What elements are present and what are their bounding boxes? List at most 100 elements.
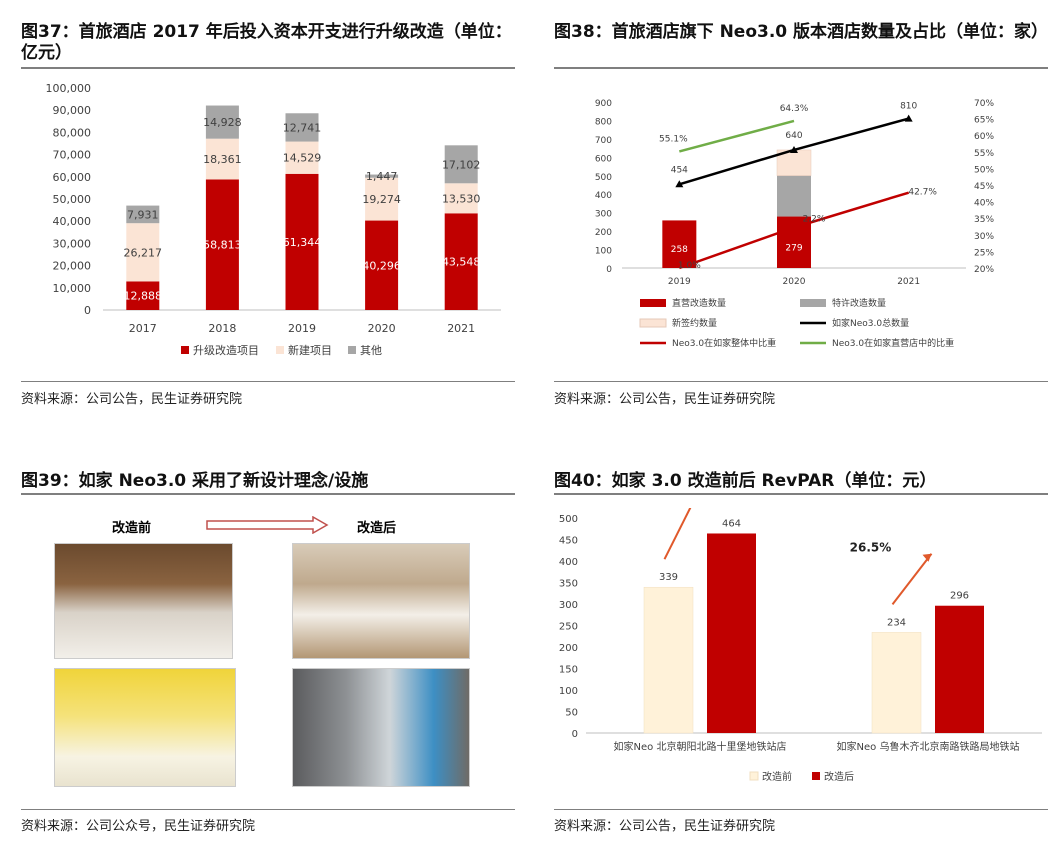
fig40-bar-label-c1-s0: 234 [887, 617, 906, 628]
fig38-line-label-1-1: 2.2% [803, 214, 826, 224]
fig37-ytick-3: 30,000 [53, 237, 92, 250]
fig37-bar-2018-s0 [205, 179, 239, 310]
fig37-xtick-2018: 2018 [208, 322, 236, 335]
fig37-label-2017-s1: 26,217 [124, 246, 163, 259]
fig38-xtick-2019: 2019 [668, 277, 691, 287]
fig38-y2tick-10: 70% [974, 99, 994, 109]
fig37-bar-2017-s1 [126, 223, 160, 282]
fig38-line-label-0-1: 640 [785, 131, 802, 141]
fig38-y2tick-7: 55% [974, 149, 994, 159]
fig38-legend-label-5: Neo3.0在如家直营店中的比重 [832, 337, 954, 349]
fig40-source: 资料来源：公司公告，民生证券研究院 [554, 819, 776, 834]
fig37-ytick-0: 0 [84, 304, 91, 317]
fig38-line-label-1-2: 42.7% [908, 188, 937, 198]
fig40-ytick-9: 450 [559, 536, 578, 547]
fig37-ytick-7: 70,000 [53, 149, 92, 162]
fig38-y2tick-8: 60% [974, 132, 994, 142]
fig38-ytick-0: 0 [606, 265, 612, 275]
fig38-legend-label-4: Neo3.0在如家整体中比重 [672, 337, 776, 349]
fig38-y2tick-9: 65% [974, 116, 994, 126]
fig38-title-rule [554, 67, 1048, 69]
fig40-title: 图40：如家 3.0 改造前后 RevPAR（单位：元） [554, 471, 937, 491]
fig40-bar-label-c0-s1: 464 [722, 518, 741, 529]
fig38-ytick-4: 400 [595, 191, 612, 201]
fig39-after-label: 改造后 [357, 521, 397, 536]
fig37-bar-2019-s0 [285, 173, 319, 310]
fig37-bar-2017-s2 [126, 205, 160, 224]
fig40-growth-label-1: 26.5% [850, 541, 892, 555]
fig37-label-2018-s0: 58,813 [203, 239, 242, 252]
fig40-ytick-1: 50 [565, 708, 578, 719]
fig37-ytick-2: 20,000 [53, 260, 92, 273]
fig37-bar-2020-s2 [365, 174, 399, 178]
fig37-legend-swatch-2 [348, 346, 356, 354]
fig37-label-2019-s1: 14,529 [283, 152, 322, 165]
fig38-legend-label-0: 直营改造数量 [672, 297, 726, 309]
fig37-ytick-5: 50,000 [53, 193, 92, 206]
fig37-legend-label-2: 其他 [360, 344, 382, 357]
fig40-legend-label-0: 改造前 [762, 770, 792, 783]
panel-fig38: 图38：首旅酒店旗下 Neo3.0 版本酒店数量及占比（单位：家） [554, 22, 1048, 43]
fig37-bar-2021-s1 [444, 183, 478, 214]
fig39-title: 图39：如家 Neo3.0 采用了新设计理念/设施 [21, 471, 369, 491]
fig37-chart: 0 10,000 20,000 30,000 40,000 50,000 60,000 70,… [46, 82, 501, 357]
fig37-legend-swatch-1 [276, 346, 284, 354]
fig38-ytick-9: 900 [595, 99, 612, 109]
fig37-label-2018-s2: 14,928 [203, 116, 242, 129]
fig38-bar-label-2020-s0: 279 [785, 243, 802, 253]
fig39-source: 资料来源：公司公众号，民生证券研究院 [21, 819, 256, 834]
fig39-bottom-rule [21, 809, 515, 810]
fig37-ytick-1: 10,000 [53, 282, 92, 295]
fig37-bar-2020-s0 [365, 220, 399, 310]
fig40-ytick-6: 300 [559, 600, 578, 611]
fig40-bar-label-c1-s1: 296 [950, 591, 969, 602]
fig40-bar-c0-s1 [707, 533, 756, 733]
fig40-bar-c0-s0 [643, 586, 694, 734]
fig40-xtick-0: 如家Neo 北京朝阳北路十里堡地铁站店 [614, 740, 787, 753]
fig38-y2tick-2: 30% [974, 232, 994, 242]
fig37-ytick-8: 80,000 [53, 126, 92, 139]
fig37-label-2017-s0: 12,888 [124, 290, 163, 303]
fig40-xtick-1: 如家Neo 乌鲁木齐北京南路铁路局地铁站 [837, 740, 1020, 753]
fig38-xtick-2020: 2020 [783, 277, 806, 287]
photo-before-bedroom [54, 543, 233, 659]
fig38-legend-label-1: 特许改造数量 [832, 297, 886, 309]
fig40-bar-c1-s0 [871, 632, 922, 734]
fig37-bottom-rule [21, 381, 515, 382]
fig37-bar-2018-s2 [205, 105, 239, 139]
fig40-title-rule [554, 493, 1048, 495]
fig40-growth-arrow-0 [663, 508, 692, 560]
fig40-legend-label-1: 改造后 [824, 770, 854, 783]
fig38-line-label-0-0: 454 [671, 165, 688, 175]
fig37-legend-label-1: 新建项目 [288, 343, 332, 357]
fig37-legend-swatch-0 [181, 346, 189, 354]
fig38-y2tick-1: 25% [974, 248, 994, 258]
fig37-label-2021-s0: 43,548 [442, 256, 481, 269]
fig38-ytick-2: 200 [595, 228, 612, 238]
fig37-label-2020-s2: 1,447 [366, 170, 398, 183]
fig37-bar-2021-s0 [444, 213, 478, 310]
fig40-bar-c1-s1 [935, 605, 984, 733]
fig38-line-marker-0-1 [790, 145, 798, 153]
fig37-label-2020-s1: 19,274 [362, 193, 401, 206]
fig38-y2tick-5: 45% [974, 182, 994, 192]
panel-fig39: 图39：如家 Neo3.0 采用了新设计理念/设施 [21, 471, 515, 492]
panel-fig37: 图37：首旅酒店 2017 年后投入资本开支进行升级改造（单位：亿元） [21, 22, 515, 64]
fig40-bar-label-c0-s0: 339 [659, 572, 678, 583]
fig40-ytick-7: 350 [559, 579, 578, 590]
fig37-xtick-2021: 2021 [447, 322, 475, 335]
fig38-y2tick-6: 50% [974, 165, 994, 175]
fig38-line-label-2-0: 55.1% [659, 134, 688, 144]
fig40-ytick-2: 100 [559, 686, 578, 697]
fig40-chart: 05010015020025030035040045050033946436.9… [559, 508, 1042, 783]
fig37-bar-2020-s1 [365, 177, 399, 221]
fig37-legend-label-0: 升级改造项目 [193, 343, 259, 357]
fig40-growth-arrow-1 [891, 553, 933, 605]
fig38-line-label-0-2: 810 [900, 102, 917, 112]
fig38-legend-swatch-2 [639, 318, 667, 328]
photo-before-bathroom [54, 668, 236, 787]
fig37-source: 资料来源：公司公告，民生证券研究院 [21, 392, 243, 407]
fig40-ytick-10: 500 [559, 514, 578, 525]
fig37-bar-2019-s2 [285, 113, 319, 142]
fig38-ytick-6: 600 [595, 154, 612, 164]
